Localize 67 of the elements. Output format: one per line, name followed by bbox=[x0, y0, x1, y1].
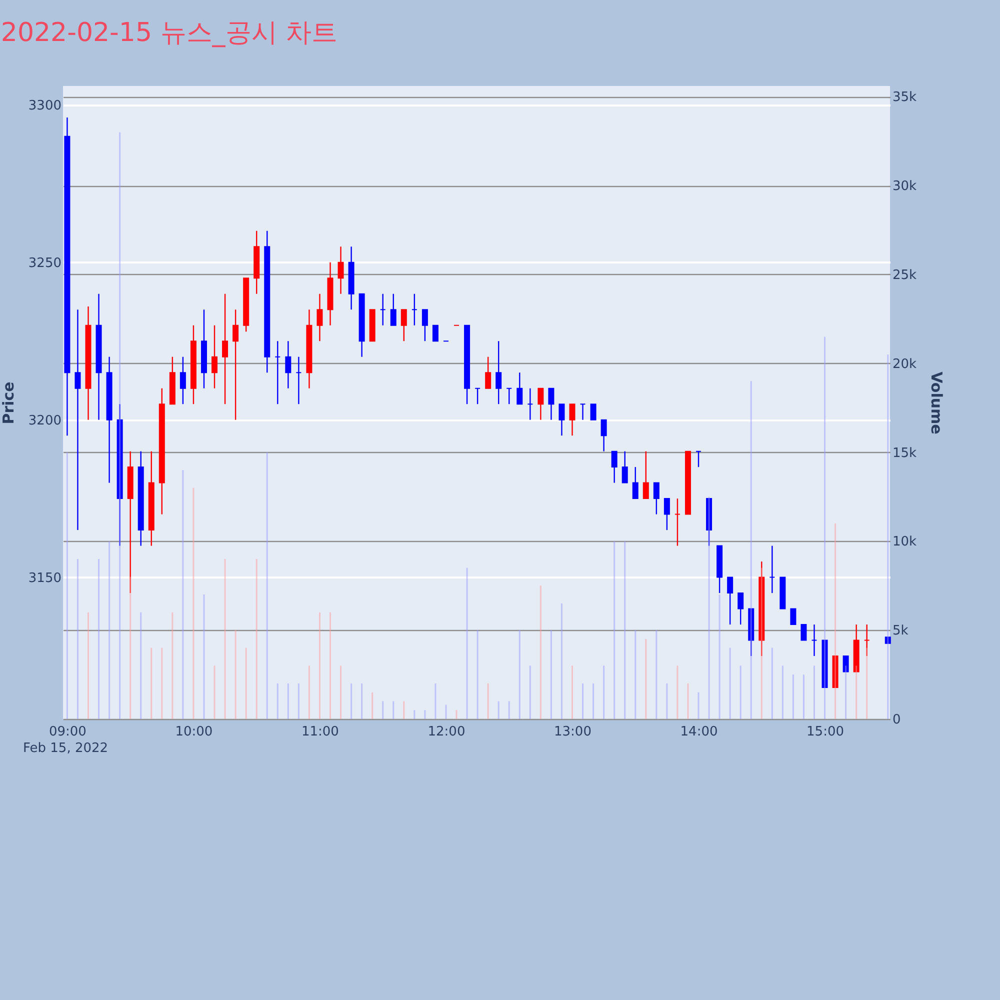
candlestick bbox=[653, 482, 660, 515]
candlestick bbox=[538, 388, 544, 420]
candlestick bbox=[274, 340, 281, 405]
x-tick-label: 11:00 bbox=[301, 724, 339, 740]
candlestick bbox=[296, 356, 302, 405]
candlestick bbox=[727, 576, 734, 626]
candlestick bbox=[506, 388, 512, 405]
y2-tick-label: 35k bbox=[892, 90, 918, 106]
candlestick bbox=[74, 308, 81, 531]
y2-tick-label: 20k bbox=[892, 356, 918, 372]
candlestick bbox=[580, 403, 586, 420]
candlestick bbox=[232, 308, 239, 420]
y2-tick-label: 15k bbox=[892, 446, 918, 461]
candlestick bbox=[632, 466, 638, 500]
y2-axis-title: Volume bbox=[928, 372, 946, 434]
y-axis-title: Price bbox=[0, 382, 18, 424]
candlestick bbox=[316, 293, 323, 342]
candlestick bbox=[411, 293, 418, 326]
candlestick bbox=[222, 293, 228, 405]
chart-title: 2022-02-15 뉴스_공시 차트 bbox=[0, 18, 338, 48]
candlestick bbox=[338, 246, 344, 294]
y-tick-label: 3200 bbox=[28, 413, 62, 428]
x-tick-label: 12:00 bbox=[428, 724, 466, 740]
y2-tick-label: 0 bbox=[892, 712, 901, 728]
candlestick bbox=[400, 308, 407, 342]
candlestick bbox=[474, 388, 481, 405]
y-tick-label: 3250 bbox=[28, 256, 62, 271]
candlestick bbox=[516, 372, 523, 405]
candlestick bbox=[558, 403, 565, 436]
candlestick bbox=[548, 388, 554, 420]
candlestick bbox=[611, 450, 618, 484]
candlestick bbox=[842, 656, 849, 672]
candlestick bbox=[738, 592, 744, 626]
candlestick bbox=[285, 340, 292, 389]
candlestick bbox=[212, 324, 218, 389]
candlestick bbox=[422, 308, 428, 342]
candlestick bbox=[600, 419, 607, 452]
candlestick bbox=[800, 624, 807, 641]
candlestick bbox=[622, 450, 628, 484]
x-tick-label: 14:00 bbox=[680, 724, 718, 740]
x-tick-label: 10:00 bbox=[175, 724, 213, 740]
candlestick bbox=[769, 545, 776, 594]
y-tick-label: 3300 bbox=[28, 98, 62, 114]
text: Feb 15, 2022 bbox=[23, 741, 108, 756]
y2-tick-label: 10k bbox=[892, 534, 918, 550]
candlestick bbox=[590, 404, 596, 420]
candlestick bbox=[496, 340, 502, 405]
y-tick-label: 3150 bbox=[28, 570, 62, 586]
y2-tick-label: 30k bbox=[892, 179, 918, 194]
y2-tick-label: 5k bbox=[892, 624, 909, 639]
candlestick bbox=[674, 498, 680, 546]
candlestick bbox=[380, 293, 386, 326]
candlestick bbox=[811, 624, 818, 657]
candlestick bbox=[664, 498, 670, 531]
candlestick bbox=[790, 608, 796, 626]
x-tick-label: 15:00 bbox=[806, 724, 844, 740]
candlestick bbox=[569, 403, 576, 436]
candlestick bbox=[696, 450, 702, 468]
x-tick-label: 09:00 bbox=[48, 724, 86, 740]
candlestick bbox=[485, 356, 492, 389]
candlestick bbox=[390, 293, 396, 326]
x-tick-label: 13:00 bbox=[554, 724, 592, 740]
candlestick bbox=[527, 388, 534, 420]
candlestick bbox=[180, 356, 186, 405]
candlestick bbox=[432, 324, 438, 342]
y2-tick-label: 25k bbox=[892, 268, 918, 283]
candlestick bbox=[642, 450, 649, 500]
